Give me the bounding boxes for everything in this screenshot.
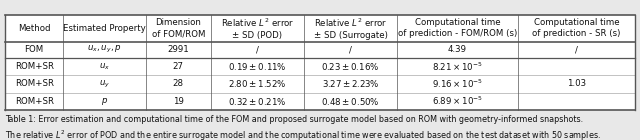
Text: 19: 19	[173, 97, 184, 106]
Text: 28: 28	[173, 80, 184, 88]
Text: 4.39: 4.39	[448, 45, 467, 54]
Text: $9.16 \times10^{-5}$: $9.16 \times10^{-5}$	[432, 78, 483, 90]
Text: $0.19 \pm 0.11\%$: $0.19 \pm 0.11\%$	[228, 61, 287, 72]
Text: Computational time
of prediction - FOM/ROM (s): Computational time of prediction - FOM/R…	[398, 18, 517, 38]
Text: $0.32 \pm 0.21\%$: $0.32 \pm 0.21\%$	[228, 96, 287, 107]
Text: $p$: $p$	[101, 96, 108, 107]
Text: /: /	[575, 45, 578, 54]
Text: $6.89 \times10^{-5}$: $6.89 \times10^{-5}$	[432, 95, 483, 108]
Text: $0.48 \pm 0.50\%$: $0.48 \pm 0.50\%$	[321, 96, 380, 107]
Text: $0.23 \pm 0.16\%$: $0.23 \pm 0.16\%$	[321, 61, 380, 72]
Text: ROM+SR: ROM+SR	[15, 80, 54, 88]
Text: ROM+SR: ROM+SR	[15, 97, 54, 106]
Text: /: /	[349, 45, 352, 54]
Text: ROM+SR: ROM+SR	[15, 62, 54, 71]
Text: Table 1: Error estimation and computational time of the FOM and proposed surroga: Table 1: Error estimation and computatio…	[5, 116, 583, 124]
Text: Computational time
of prediction - SR (s): Computational time of prediction - SR (s…	[532, 18, 621, 38]
Text: $3.27 \pm 2.23\%$: $3.27 \pm 2.23\%$	[321, 78, 380, 89]
Text: Dimension
of FOM/ROM: Dimension of FOM/ROM	[152, 18, 205, 38]
Text: 27: 27	[173, 62, 184, 71]
Text: /: /	[256, 45, 259, 54]
Text: FOM: FOM	[24, 45, 44, 54]
Text: $u_x, u_y, p$: $u_x, u_y, p$	[87, 44, 122, 55]
Text: Relative $L^2$ error
± SD (POD): Relative $L^2$ error ± SD (POD)	[221, 17, 294, 40]
Bar	[5, 15, 635, 110]
Text: Estimated Property: Estimated Property	[63, 24, 146, 33]
Text: The relative $L^2$ error of POD and the entire surrogate model and the computati: The relative $L^2$ error of POD and the …	[5, 129, 601, 140]
Text: $u_y$: $u_y$	[99, 78, 110, 89]
Text: 1.03: 1.03	[567, 80, 586, 88]
Text: Method: Method	[18, 24, 51, 33]
Text: $8.21 \times10^{-5}$: $8.21 \times10^{-5}$	[432, 60, 483, 73]
Text: $u_x$: $u_x$	[99, 61, 110, 72]
Text: Relative $L^2$ error
± SD (Surrogate): Relative $L^2$ error ± SD (Surrogate)	[314, 17, 387, 40]
Text: 2991: 2991	[168, 45, 189, 54]
Text: $2.80 \pm 1.52\%$: $2.80 \pm 1.52\%$	[228, 78, 287, 89]
